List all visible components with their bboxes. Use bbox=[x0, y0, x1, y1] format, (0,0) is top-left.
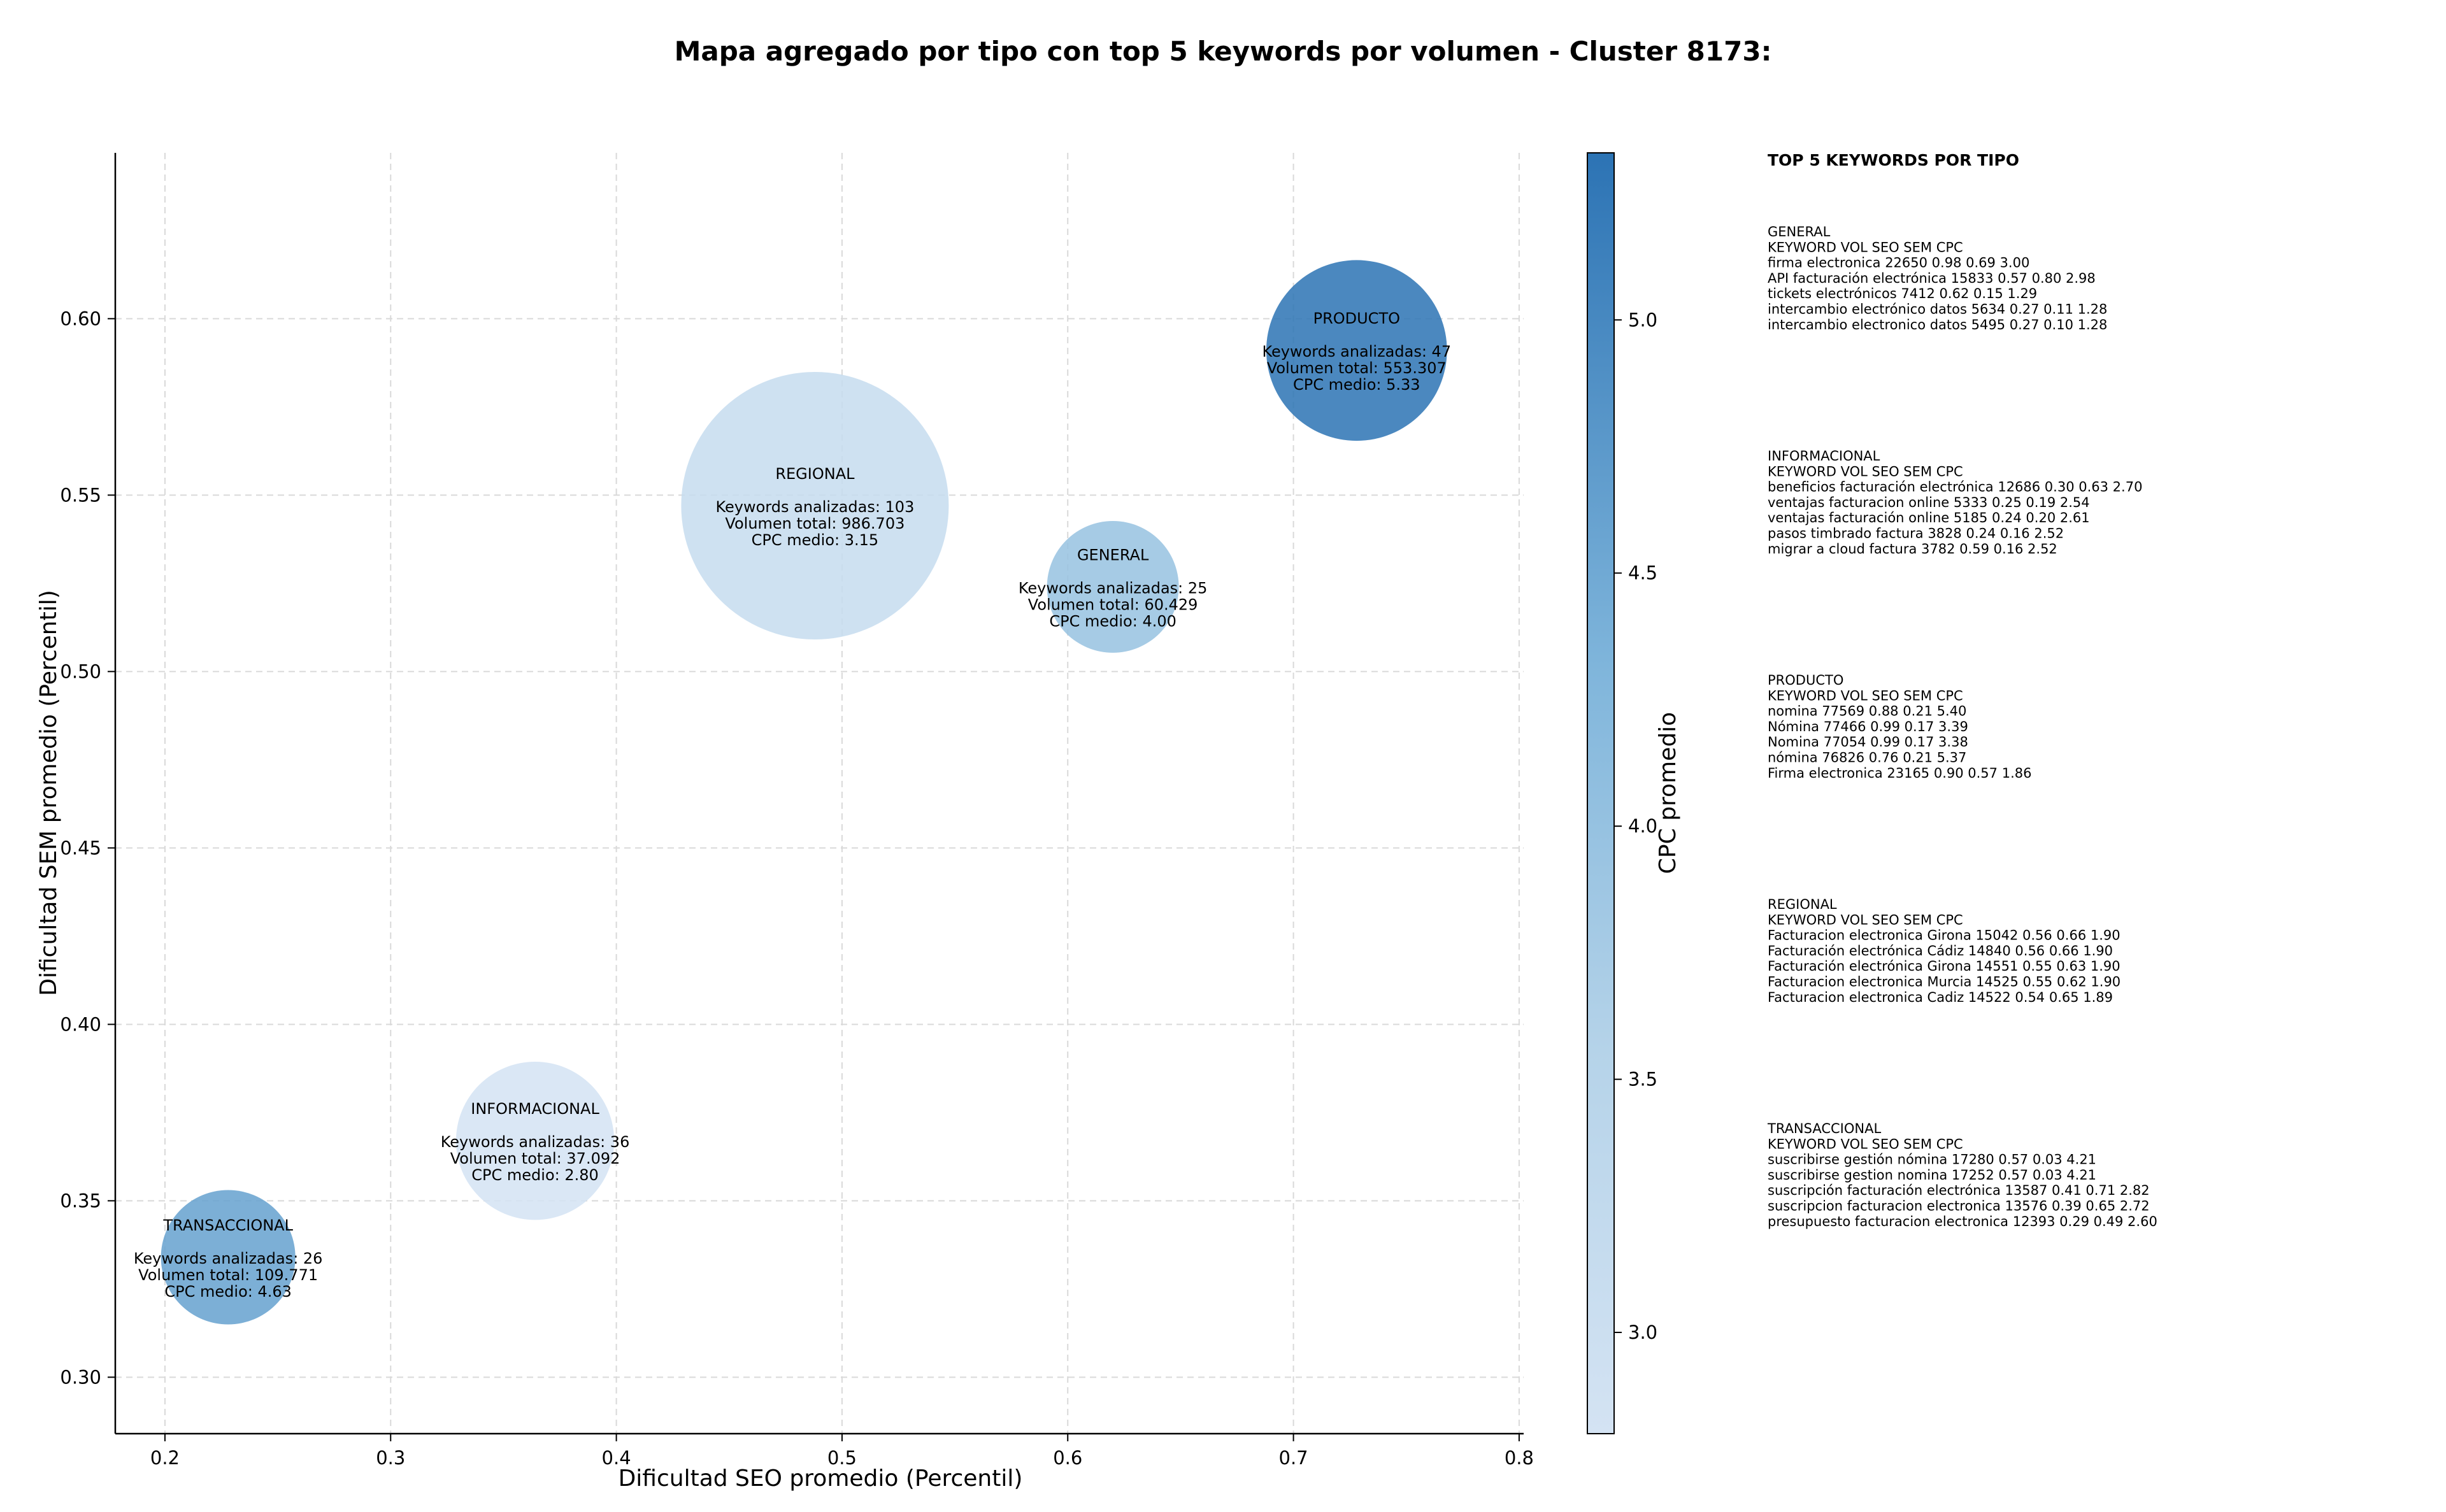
keyword-table-row: Facturacion electronica Cadiz 14522 0.54… bbox=[1768, 990, 2113, 1005]
keyword-table-row: suscripción facturación electrónica 1358… bbox=[1768, 1183, 2150, 1198]
keyword-table-row: migrar a cloud factura 3782 0.59 0.16 2.… bbox=[1768, 541, 2057, 557]
bubble-keywords-label: Keywords analizadas: 36 bbox=[441, 1133, 630, 1151]
keyword-table-row: nómina 76826 0.76 0.21 5.37 bbox=[1768, 750, 1966, 766]
x-axis-label: Dificultad SEO promedio (Percentil) bbox=[619, 1466, 1023, 1492]
colorbar-tick-label: 3.0 bbox=[1628, 1322, 1657, 1343]
x-tick-label: 0.8 bbox=[1505, 1447, 1534, 1469]
keyword-table-header: KEYWORD VOL SEO SEM CPC bbox=[1768, 688, 1963, 703]
bubble-label: PRODUCTO bbox=[1313, 310, 1400, 327]
keyword-table-row: Facturación electrónica Girona 14551 0.5… bbox=[1768, 959, 2121, 974]
colorbar-tick-label: 4.0 bbox=[1628, 815, 1657, 837]
keyword-table-row: presupuesto facturacion electronica 1239… bbox=[1768, 1214, 2157, 1229]
keyword-table-row: intercambio electrónico datos 5634 0.27 … bbox=[1768, 302, 2107, 317]
x-tick-label: 0.3 bbox=[376, 1447, 405, 1469]
keyword-group-title: GENERAL bbox=[1768, 224, 1831, 239]
bubble-keywords-label: Keywords analizadas: 26 bbox=[134, 1250, 323, 1267]
keyword-table-row: ventajas facturación online 5185 0.24 0.… bbox=[1768, 510, 2090, 525]
keyword-table-row: intercambio electronico datos 5495 0.27 … bbox=[1768, 317, 2107, 332]
keyword-table-header: KEYWORD VOL SEO SEM CPC bbox=[1768, 912, 1963, 927]
bubble-cpc-label: CPC medio: 3.15 bbox=[752, 531, 879, 549]
bubble-cpc-label: CPC medio: 5.33 bbox=[1293, 376, 1420, 394]
bubble-keywords-label: Keywords analizadas: 103 bbox=[715, 498, 914, 516]
x-tick-label: 0.2 bbox=[150, 1447, 180, 1469]
bubble-label: GENERAL bbox=[1077, 546, 1149, 564]
bubble-volume-label: Volumen total: 37.092 bbox=[450, 1150, 620, 1167]
y-axis-label: Dificultad SEM promedio (Percentil) bbox=[36, 590, 62, 996]
keyword-table-row: tickets electrónicos 7412 0.62 0.15 1.29 bbox=[1768, 286, 2037, 301]
keyword-table-row: firma electronica 22650 0.98 0.69 3.00 bbox=[1768, 255, 2029, 271]
colorbar-label: CPC promedio bbox=[1655, 712, 1681, 874]
y-tick-label: 0.35 bbox=[60, 1190, 101, 1211]
bubble-cpc-label: CPC medio: 4.63 bbox=[164, 1283, 292, 1301]
bubble-label: INFORMACIONAL bbox=[471, 1100, 599, 1118]
chart-title: Mapa agregado por tipo con top 5 keyword… bbox=[675, 36, 1772, 67]
keyword-group-title: INFORMACIONAL bbox=[1768, 448, 1880, 464]
bubble-general bbox=[1047, 520, 1179, 653]
bubble-label: TRANSACCIONAL bbox=[162, 1216, 293, 1234]
keyword-table-row: beneficios facturación electrónica 12686… bbox=[1768, 480, 2142, 495]
y-tick-label: 0.45 bbox=[60, 837, 101, 859]
keyword-table-row: suscribirse gestión nómina 17280 0.57 0.… bbox=[1768, 1152, 2096, 1167]
keyword-table-row: Facturacion electronica Murcia 14525 0.5… bbox=[1768, 974, 2121, 990]
bubble-label: REGIONAL bbox=[775, 465, 855, 483]
colorbar-tick-label: 4.5 bbox=[1628, 562, 1657, 584]
bubble-volume-label: Volumen total: 60.429 bbox=[1028, 596, 1198, 613]
keyword-table-row: suscribirse gestion nomina 17252 0.57 0.… bbox=[1768, 1167, 2096, 1183]
y-tick-label: 0.55 bbox=[60, 484, 101, 506]
keyword-table-row: suscripcion facturacion electronica 1357… bbox=[1768, 1199, 2150, 1214]
y-tick-label: 0.40 bbox=[60, 1013, 101, 1035]
axes: 0.2 0.3 0.4 0.5 0.6 0.7 0.8 0.30 0.35 0.40 0.45 0.5… bbox=[60, 153, 1534, 1469]
y-tick-label: 0.50 bbox=[60, 660, 101, 682]
keyword-table-row: Facturación electrónica Cádiz 14840 0.56… bbox=[1768, 943, 2113, 959]
bubble-cpc-label: CPC medio: 2.80 bbox=[471, 1166, 599, 1184]
keyword-table-row: Nomina 77054 0.99 0.17 3.38 bbox=[1768, 734, 1968, 750]
keyword-group-title: REGIONAL bbox=[1768, 897, 1837, 912]
keyword-table-header: KEYWORD VOL SEO SEM CPC bbox=[1768, 239, 1963, 255]
bubble-regional bbox=[681, 371, 949, 639]
bubble-keywords-label: Keywords analizadas: 25 bbox=[1019, 579, 1208, 597]
keyword-table-header: KEYWORD VOL SEO SEM CPC bbox=[1768, 464, 1963, 479]
bubble-volume-label: Volumen total: 109.771 bbox=[138, 1266, 318, 1284]
bubble-informacional bbox=[455, 1062, 615, 1220]
panel-heading: TOP 5 KEYWORDS POR TIPO bbox=[1768, 151, 2019, 169]
colorbar-tick-label: 3.5 bbox=[1628, 1069, 1657, 1090]
bubble-producto bbox=[1266, 260, 1447, 441]
keyword-table-row: nomina 77569 0.88 0.21 5.40 bbox=[1768, 704, 1966, 719]
x-tick-label: 0.6 bbox=[1053, 1447, 1082, 1469]
keyword-table-row: ventajas facturacion online 5333 0.25 0.… bbox=[1768, 495, 2090, 510]
bubble-transaccional bbox=[161, 1190, 296, 1325]
y-tick-label: 0.60 bbox=[60, 308, 101, 329]
grid bbox=[115, 153, 1524, 1434]
keyword-table-row: pasos timbrado factura 3828 0.24 0.16 2.… bbox=[1768, 526, 2064, 541]
bubble-cpc-label: CPC medio: 4.00 bbox=[1049, 612, 1177, 630]
x-tick-label: 0.7 bbox=[1279, 1447, 1308, 1469]
keyword-group-title: TRANSACCIONAL bbox=[1767, 1121, 1881, 1136]
keyword-table-header: KEYWORD VOL SEO SEM CPC bbox=[1768, 1136, 1963, 1152]
keyword-table-row: Facturacion electronica Girona 15042 0.5… bbox=[1768, 928, 2121, 943]
y-tick-label: 0.30 bbox=[60, 1366, 101, 1388]
x-tick-label: 0.4 bbox=[602, 1447, 631, 1469]
bubble-volume-label: Volumen total: 986.703 bbox=[725, 515, 905, 532]
keyword-table-row: Nómina 77466 0.99 0.17 3.39 bbox=[1768, 719, 1968, 734]
keyword-table-row: Firma electronica 23165 0.90 0.57 1.86 bbox=[1768, 766, 2031, 781]
keyword-table-row: API facturación electrónica 15833 0.57 0… bbox=[1768, 271, 2096, 286]
x-tick-label: 0.5 bbox=[827, 1447, 857, 1469]
colorbar-gradient bbox=[1587, 152, 1615, 1434]
keyword-group-title: PRODUCTO bbox=[1768, 673, 1843, 688]
bubble-keywords-label: Keywords analizadas: 47 bbox=[1262, 343, 1451, 360]
bubble-volume-label: Volumen total: 553.307 bbox=[1267, 359, 1447, 377]
colorbar-tick-label: 5.0 bbox=[1628, 309, 1657, 331]
colorbar: 3.0 3.5 4.0 4.5 5.0 bbox=[1587, 152, 1657, 1434]
